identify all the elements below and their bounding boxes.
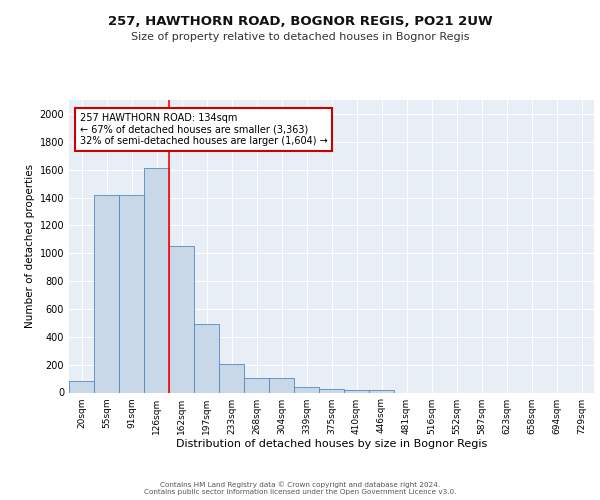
Bar (144, 168, 169, 392)
Bar (294, 387, 319, 392)
Bar (219, 364, 244, 392)
Bar (69, 382, 94, 392)
Bar (244, 378, 269, 392)
Bar (119, 194, 144, 392)
Bar (169, 246, 194, 392)
Text: Contains HM Land Registry data © Crown copyright and database right 2024.
Contai: Contains HM Land Registry data © Crown c… (144, 482, 456, 495)
Bar (369, 390, 394, 392)
Bar (94, 194, 119, 392)
Text: Size of property relative to detached houses in Bognor Regis: Size of property relative to detached ho… (131, 32, 469, 42)
Text: 257, HAWTHORN ROAD, BOGNOR REGIS, PO21 2UW: 257, HAWTHORN ROAD, BOGNOR REGIS, PO21 2… (107, 15, 493, 28)
Bar (194, 324, 219, 392)
Bar (319, 389, 344, 392)
Text: 257 HAWTHORN ROAD: 134sqm
← 67% of detached houses are smaller (3,363)
32% of se: 257 HAWTHORN ROAD: 134sqm ← 67% of detac… (79, 113, 327, 146)
Bar (269, 378, 294, 392)
Bar (344, 390, 369, 392)
Y-axis label: Number of detached properties: Number of detached properties (25, 164, 35, 328)
X-axis label: Distribution of detached houses by size in Bognor Regis: Distribution of detached houses by size … (176, 440, 487, 450)
